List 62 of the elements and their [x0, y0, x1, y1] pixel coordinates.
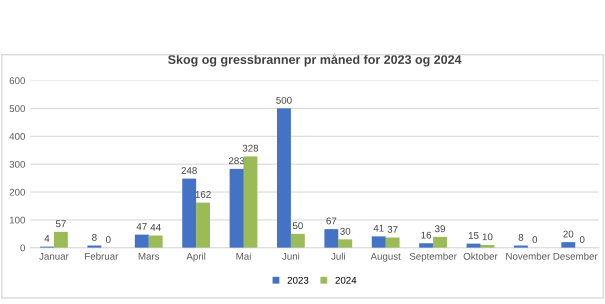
- data-label: 500: [276, 96, 292, 104]
- data-label: 0: [532, 236, 538, 244]
- x-tick-label: Januar: [39, 252, 69, 260]
- bar: [338, 239, 352, 248]
- data-label: 39: [434, 225, 445, 232]
- data-label: 8: [518, 234, 524, 241]
- x-tick-label: November: [506, 252, 550, 260]
- bar: [134, 234, 149, 248]
- data-label: 47: [136, 223, 147, 230]
- x-tick-label: August: [370, 252, 401, 262]
- bar: [466, 244, 480, 248]
- bar: [419, 243, 434, 248]
- bar: [182, 178, 196, 248]
- chart-title: Skog og gressbranner pr måned for 2023 og 2024: [168, 54, 462, 67]
- data-label: 4: [44, 235, 50, 242]
- y-tick-label: 200: [10, 188, 26, 196]
- bar: [277, 108, 291, 248]
- x-tick-label: Juni: [282, 252, 300, 260]
- bar: [324, 229, 338, 248]
- data-label: 248: [182, 167, 197, 174]
- x-tick-label: Juli: [331, 252, 345, 260]
- bar: [230, 168, 244, 248]
- data-label: 15: [468, 232, 479, 239]
- bar: [480, 244, 494, 248]
- bar: [196, 202, 210, 248]
- data-label: 50: [292, 222, 303, 230]
- data-label: 328: [242, 144, 258, 152]
- bar: [244, 156, 258, 248]
- bar: [561, 242, 576, 248]
- data-label: 10: [482, 233, 492, 240]
- data-label: 44: [150, 224, 161, 231]
- y-tick-label: 100: [10, 216, 26, 224]
- x-tick-label: April: [186, 252, 206, 262]
- data-label: 0: [580, 236, 585, 244]
- data-label: 8: [92, 234, 97, 241]
- x-tick-label: Mars: [138, 252, 160, 260]
- data-label: 20: [563, 230, 574, 238]
- legend-label: 2024: [336, 276, 356, 284]
- data-label: 0: [106, 236, 111, 244]
- data-label: 57: [56, 220, 66, 228]
- bar: [386, 237, 400, 248]
- data-label: 37: [388, 226, 398, 233]
- y-tick-label: 0: [20, 244, 26, 252]
- x-tick-label: September: [410, 252, 457, 262]
- bar: [433, 236, 447, 248]
- data-label: 30: [340, 228, 350, 235]
- data-label: 41: [374, 224, 384, 232]
- y-tick-label: 300: [10, 160, 26, 168]
- bar: [54, 232, 68, 248]
- x-tick-label: Desember: [554, 252, 598, 260]
- bar: [372, 236, 386, 248]
- data-label: 16: [421, 232, 432, 239]
- x-tick-label: Oktober: [464, 252, 498, 260]
- data-label: 67: [326, 218, 336, 224]
- x-tick-label: Mai: [236, 252, 251, 260]
- x-tick-label: Februar: [85, 252, 118, 260]
- y-tick-label: 400: [9, 133, 26, 140]
- legend-label: 2023: [288, 276, 308, 284]
- bar: [148, 236, 163, 248]
- y-tick-label: 600: [10, 77, 26, 84]
- y-tick-label: 500: [10, 105, 26, 112]
- bar: [290, 234, 305, 248]
